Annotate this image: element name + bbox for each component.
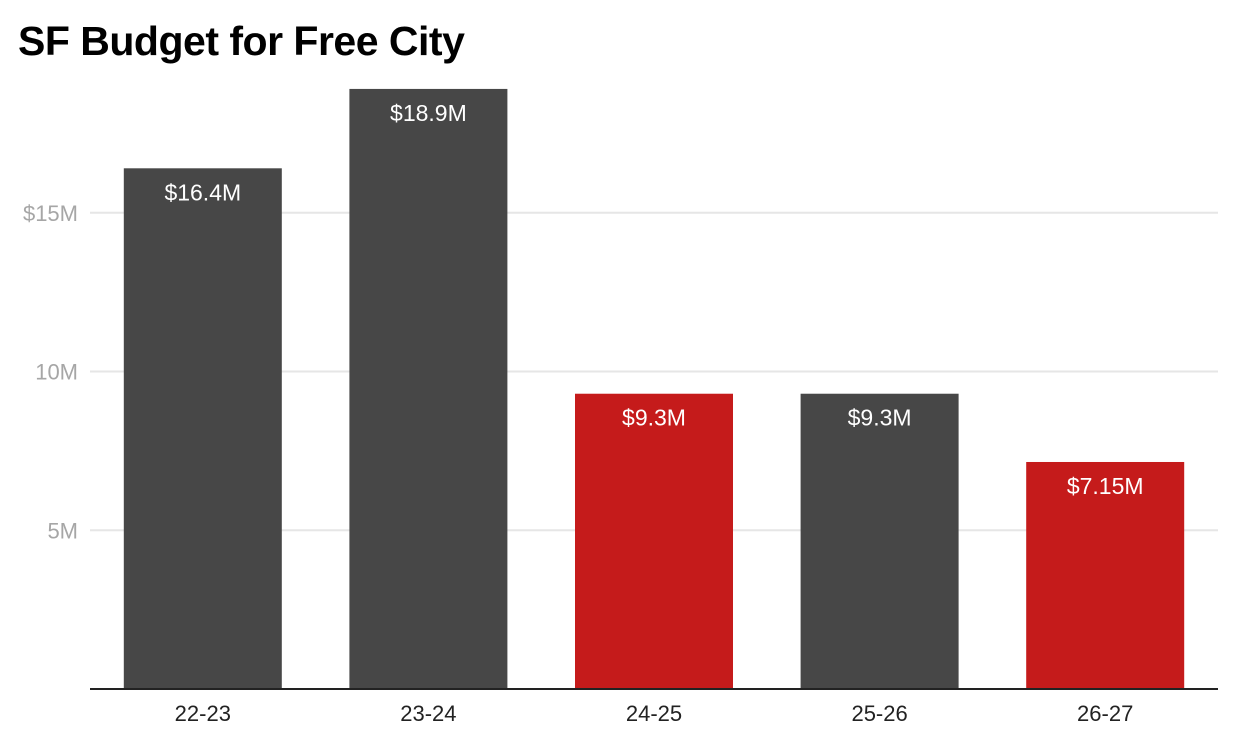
- bar-value-label: $7.15M: [1067, 473, 1144, 499]
- x-tick-label: 23-24: [400, 701, 456, 726]
- x-tick-label: 24-25: [626, 701, 682, 726]
- bars: $16.4M $18.9M $9.3M $9.3M $7.15M: [123, 88, 1185, 690]
- bar-value-label: $16.4M: [164, 179, 241, 205]
- bar: [349, 88, 508, 690]
- x-tick-label: 26-27: [1077, 701, 1133, 726]
- y-tick-label: 5M: [47, 518, 78, 543]
- axes: 5M 10M $15M 22-23 23-24 24-25 25-26 26-27: [23, 201, 1218, 726]
- bar: [800, 393, 959, 689]
- bar: [123, 168, 282, 690]
- bar-value-label: $9.3M: [622, 405, 686, 431]
- bar-value-label: $18.9M: [390, 100, 467, 126]
- bar: [575, 393, 733, 689]
- bar-value-label: $9.3M: [848, 405, 912, 431]
- y-tick-label: 10M: [35, 360, 78, 385]
- y-tick-label: $15M: [23, 201, 78, 226]
- bar: [1026, 461, 1185, 689]
- x-tick-label: 25-26: [851, 701, 907, 726]
- chart-title: SF Budget for Free City: [18, 18, 465, 64]
- x-tick-label: 22-23: [175, 701, 231, 726]
